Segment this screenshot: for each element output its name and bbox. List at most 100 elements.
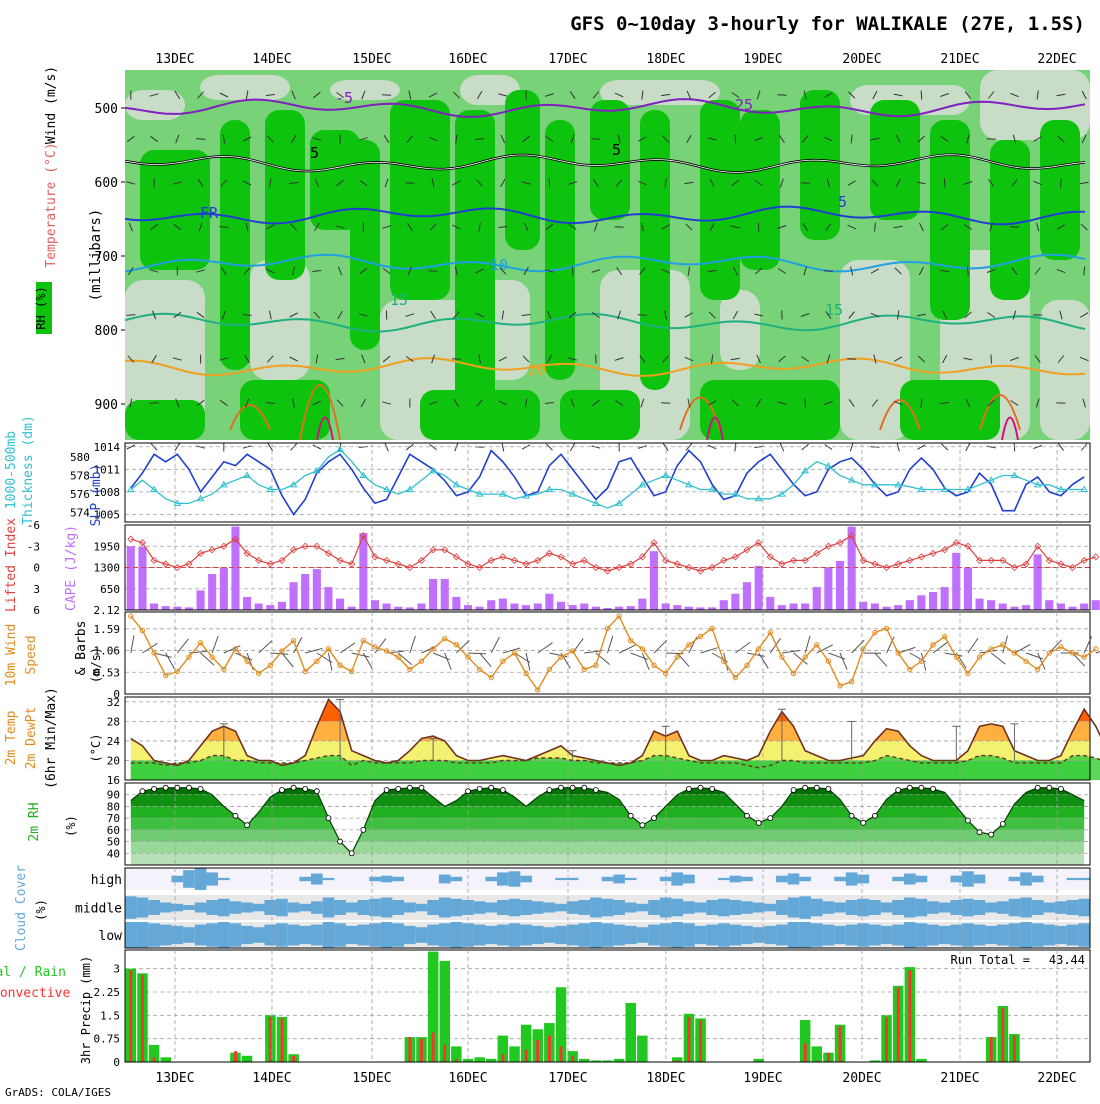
- rh-marker: [245, 823, 250, 828]
- cloud-high-cell: [311, 874, 323, 885]
- cloud-low-cell: [625, 926, 637, 944]
- cloud-middle-cell: [509, 899, 521, 917]
- cloud-middle-cell: [741, 901, 753, 914]
- thickness-label: 1000-500mb: [4, 431, 19, 509]
- temp-tick-label: 32: [107, 696, 120, 709]
- cloud-middle-cell: [590, 898, 602, 918]
- rh-marker: [1000, 822, 1005, 827]
- cloud-low-cell: [1078, 923, 1090, 946]
- rh-marker: [1047, 785, 1052, 790]
- rh-marker: [419, 785, 424, 790]
- cape-bar: [1092, 600, 1100, 610]
- rh-marker: [814, 785, 819, 790]
- cape-bar: [906, 600, 914, 610]
- cape-tick-label: 650: [100, 583, 120, 596]
- temp-tick-label: 24: [107, 735, 121, 748]
- cape-bar: [778, 605, 786, 610]
- precip-convective-bar: [1001, 1008, 1004, 1062]
- cloud-middle-cell: [381, 898, 393, 918]
- wind-barb: [968, 267, 969, 276]
- cape-bar: [871, 604, 879, 611]
- precip-total-bar: [474, 1057, 485, 1062]
- wind-barb-10m: [480, 653, 492, 667]
- cloud-low-cell: [381, 922, 393, 948]
- contour-label: 5: [838, 193, 847, 211]
- cloud-high-cell: [392, 877, 404, 881]
- cape-bar: [813, 587, 821, 610]
- temp-band: [125, 721, 1090, 741]
- cloud-high-cell: [1067, 878, 1079, 880]
- li-marker: [1093, 554, 1099, 560]
- cloud-low-cell: [416, 927, 428, 943]
- temp-band: [125, 741, 1090, 761]
- pressure-tick-label: 800: [95, 324, 118, 339]
- cape-bar: [324, 587, 332, 610]
- thickness-tick-label: 576: [70, 488, 90, 501]
- cloud-high-cell: [858, 875, 870, 884]
- cape-bar: [313, 569, 321, 610]
- pressure-axis-label: (millibars): [88, 209, 104, 302]
- wind10m-label-3: & Barbs: [74, 621, 89, 676]
- wind-barb-10m: [654, 640, 667, 653]
- cloud-middle-cell: [451, 899, 463, 917]
- day-label-top: 15DEC: [352, 52, 391, 67]
- cape-bar: [894, 605, 902, 610]
- rh-band: [125, 795, 1090, 807]
- contour-label: 5: [612, 141, 621, 159]
- precip-total-bar: [637, 1036, 648, 1062]
- rh2m-unit: (%): [64, 815, 78, 837]
- rh-moist-patch: [700, 100, 740, 300]
- wind-barb: [429, 271, 438, 272]
- rh-moist-patch: [930, 120, 970, 320]
- cloud-middle-cell: [323, 898, 335, 918]
- cloud-low-cell: [613, 925, 625, 946]
- precip-convective-bar: [525, 1050, 528, 1062]
- cloud-middle-cell: [148, 900, 160, 915]
- precip-convective-bar: [432, 1032, 435, 1062]
- wind-speed-marker: [1094, 647, 1098, 651]
- cloud-high-cell: [846, 872, 858, 885]
- rh-marker: [361, 827, 366, 832]
- cloud-low-cell: [311, 925, 323, 946]
- cloud-low-cell: [892, 925, 904, 946]
- rh-marker: [628, 813, 633, 818]
- cloud-low-cell: [799, 922, 811, 948]
- wind-barb: [850, 443, 853, 452]
- temp-line: [131, 699, 1100, 765]
- temp-label: 2m Temp: [4, 710, 19, 765]
- cloud-low-cell: [137, 922, 149, 948]
- cloud-high-cell: [1020, 872, 1032, 885]
- rh-marker: [1058, 786, 1063, 791]
- contour-label: -5: [335, 89, 353, 107]
- slp-tick-label: 1014: [94, 441, 121, 454]
- cloud-high-cell: [323, 878, 335, 880]
- cloud-low-cell: [404, 926, 416, 944]
- cape-bar: [336, 599, 344, 610]
- cloud-low-cell: [439, 923, 451, 946]
- precip-convective-bar: [281, 1018, 284, 1062]
- day-label-top: 17DEC: [548, 52, 587, 67]
- rh2m-label: 2m RH: [27, 802, 42, 841]
- cloud-middle-cell: [718, 899, 730, 917]
- rh-dry-patch: [840, 260, 910, 440]
- rh-moist-patch: [420, 390, 540, 440]
- contour-label: 10: [490, 256, 508, 274]
- cloud-low-cell: [358, 925, 370, 946]
- day-label-bottom: 19DEC: [743, 1071, 782, 1086]
- cloud-low-cell: [881, 926, 893, 944]
- rh-marker: [698, 785, 703, 790]
- cape-bar: [917, 595, 925, 610]
- cloud-low-cell: [1044, 925, 1056, 946]
- cloud-middle-cell: [230, 901, 242, 914]
- cloud-middle-cell: [416, 904, 428, 912]
- day-label-bottom: 22DEC: [1037, 1071, 1076, 1086]
- cloud-low-cell: [1067, 925, 1079, 946]
- cloud-middle-cell: [427, 900, 439, 915]
- cloud-middle-cell: [602, 899, 614, 917]
- cloud-low-cell: [532, 926, 544, 944]
- wind10m-label-2: Speed: [24, 635, 39, 674]
- cloud-low-cell: [695, 926, 707, 944]
- cloud-low-cell: [939, 926, 951, 944]
- cloud-high-cell: [555, 878, 567, 880]
